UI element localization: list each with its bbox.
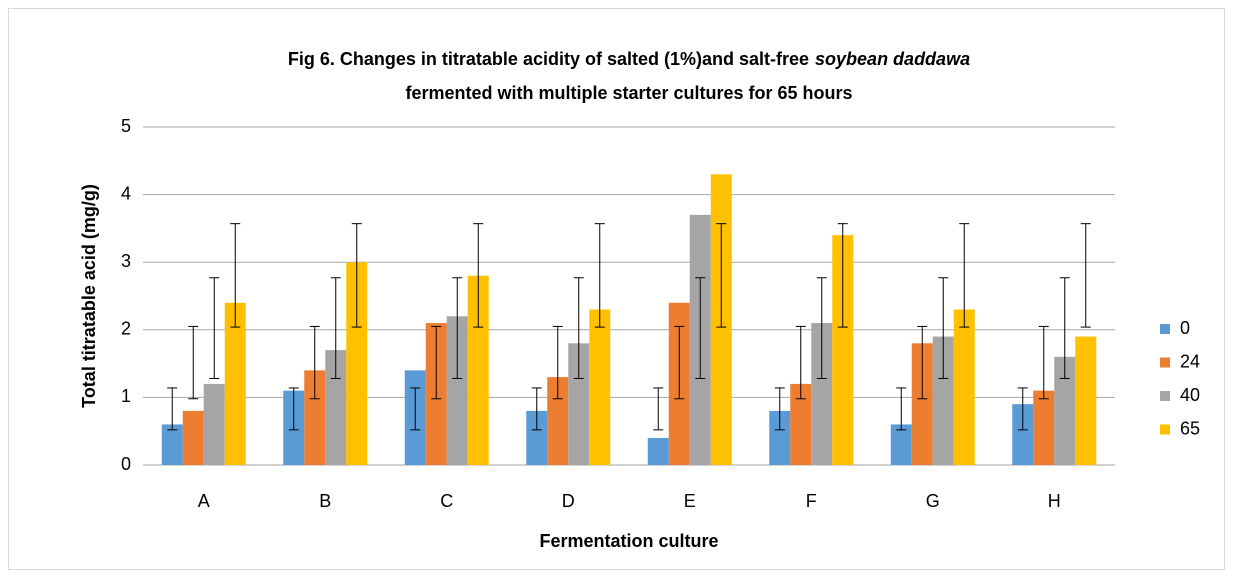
chart-title: Fig 6. Changes in titratable acidity of …: [288, 49, 970, 69]
bar: [161, 424, 183, 465]
error-bar: [473, 223, 484, 328]
bar: [1033, 390, 1055, 465]
y-tick-label: 4: [121, 183, 131, 203]
x-tick-label: H: [1048, 491, 1061, 511]
bar: [1075, 336, 1097, 465]
error-bar: [816, 277, 827, 379]
error-bar: [594, 223, 605, 328]
error-bar: [653, 387, 664, 431]
bar: [811, 323, 833, 465]
bar: [1012, 404, 1034, 465]
error-bar: [431, 325, 442, 400]
error-bar: [1017, 387, 1028, 431]
x-tick-label: D: [562, 491, 575, 511]
bar: [203, 383, 225, 465]
bar: [911, 343, 933, 465]
bar: [568, 343, 590, 465]
error-bar: [917, 325, 928, 400]
x-tick-label: E: [684, 491, 696, 511]
legend-label: 65: [1180, 418, 1200, 438]
legend-swatch: [1160, 391, 1170, 401]
error-bar: [716, 223, 727, 328]
x-tick-label: B: [319, 491, 331, 511]
error-bar: [209, 277, 220, 379]
error-bar: [452, 277, 463, 379]
y-tick-label: 0: [121, 454, 131, 474]
legend-swatch: [1160, 424, 1170, 435]
legend-label: 0: [1180, 318, 1190, 338]
y-tick-label: 1: [121, 386, 131, 406]
bar: [932, 336, 954, 465]
bar: [647, 437, 669, 465]
error-bar: [795, 325, 806, 400]
error-bar: [573, 277, 584, 379]
y-tick-label: 2: [121, 319, 131, 339]
y-tick-label: 3: [121, 251, 131, 271]
legend-label: 40: [1180, 385, 1200, 405]
error-bar: [695, 277, 706, 379]
bar: [769, 410, 791, 465]
error-bar: [938, 277, 949, 379]
bar: [224, 302, 246, 465]
error-bar: [410, 387, 421, 431]
x-tick-label: F: [806, 491, 817, 511]
error-bar: [552, 325, 563, 400]
x-tick-label: C: [440, 491, 453, 511]
error-bar: [351, 223, 362, 328]
chart-title: fermented with multiple starter cultures…: [405, 83, 852, 103]
error-bar: [288, 387, 299, 431]
bar: [526, 410, 548, 465]
legend-swatch: [1160, 357, 1170, 368]
error-bar: [959, 223, 970, 328]
error-bar: [837, 223, 848, 328]
error-bar: [1059, 277, 1070, 379]
bar: [346, 262, 368, 465]
bar: [953, 309, 975, 465]
error-bar: [188, 325, 199, 400]
error-bar: [774, 387, 785, 431]
error-bar: [674, 325, 685, 400]
bar: [832, 235, 854, 465]
chart-border: [8, 8, 1225, 570]
error-bar: [309, 325, 320, 400]
x-axis-label: Fermentation culture: [539, 531, 718, 551]
error-bar: [531, 387, 542, 431]
title-part: soybean daddawa: [815, 49, 970, 69]
bar: [589, 309, 611, 465]
error-bar: [1038, 325, 1049, 400]
y-axis-label: Total titratable acid (mg/g): [79, 184, 99, 408]
title-part: Fig 6. Changes in titratable acidity of …: [288, 49, 809, 69]
bar: [790, 383, 812, 465]
error-bar: [896, 387, 907, 431]
legend-swatch: [1160, 324, 1170, 334]
bar: [1054, 356, 1076, 465]
bar: [304, 370, 326, 465]
error-bar: [167, 387, 178, 431]
x-tick-label: G: [926, 491, 940, 511]
bar: [547, 377, 569, 465]
error-bar: [230, 223, 241, 328]
bar: [446, 316, 468, 465]
error-bar: [330, 277, 341, 379]
x-tick-label: A: [198, 491, 210, 511]
y-tick-label: 5: [121, 116, 131, 136]
bar: [325, 350, 347, 465]
bar: [182, 410, 204, 465]
bar: [467, 275, 489, 465]
legend-label: 24: [1180, 351, 1200, 371]
bar: [890, 424, 912, 465]
error-bar: [1080, 223, 1091, 328]
